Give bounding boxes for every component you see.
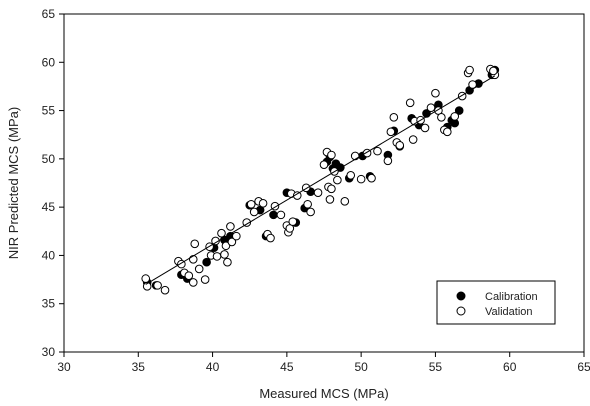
y-tick-label: 30: [42, 345, 56, 359]
x-tick-label: 55: [429, 360, 443, 374]
validation-point: [242, 218, 252, 227]
y-tick-label: 40: [42, 248, 56, 262]
legend-box: [436, 280, 556, 325]
legend-label-validation: Validation: [485, 306, 533, 318]
validation-point: [221, 241, 231, 251]
validation-point: [319, 160, 329, 169]
validation-point: [276, 210, 286, 220]
validation-point: [288, 217, 298, 226]
validation-point: [386, 127, 396, 137]
validation-point: [223, 257, 232, 267]
validation-point: [333, 175, 342, 185]
validation-point: [367, 173, 376, 183]
validation-point: [188, 278, 198, 287]
validation-point: [160, 285, 170, 295]
x-axis-ticks: 30 35 40 45 50 55 60 65: [57, 352, 590, 374]
validation-point: [200, 275, 210, 284]
data-markers: [141, 64, 500, 295]
validation-point: [220, 250, 229, 259]
validation-point: [249, 207, 259, 217]
x-axis-label: Measured MCS (MPa): [259, 386, 388, 401]
legend-marker-calibration: [456, 291, 466, 301]
validation-point: [325, 195, 335, 204]
validation-point: [350, 151, 360, 161]
x-tick-label: 65: [577, 360, 590, 374]
validation-point: [194, 264, 204, 274]
validation-point: [450, 112, 460, 121]
legend-label-calibration: Calibration: [485, 291, 538, 303]
validation-point: [340, 197, 350, 206]
validation-point: [232, 231, 241, 241]
validation-point: [303, 199, 312, 209]
y-tick-label: 65: [42, 7, 56, 21]
legend: Calibration Validation: [436, 280, 556, 325]
validation-point: [373, 146, 382, 156]
validation-point: [226, 222, 235, 231]
legend-marker-validation: [456, 306, 466, 316]
validation-point: [141, 274, 151, 283]
y-axis-label: NIR Predicted MCS (MPa): [6, 107, 21, 259]
validation-point: [306, 207, 315, 217]
y-axis-ticks: 30 35 40 45 50 55 60 65: [42, 7, 64, 359]
validation-point: [408, 135, 418, 144]
regression-line: [145, 75, 496, 285]
validation-point: [246, 199, 256, 209]
y-tick-label: 35: [42, 297, 56, 311]
x-tick-label: 45: [280, 360, 294, 374]
validation-point: [356, 174, 366, 184]
validation-point: [431, 88, 440, 98]
validation-point: [383, 156, 393, 166]
validation-point: [420, 123, 430, 133]
y-tick-label: 50: [42, 152, 56, 166]
validation-point: [395, 141, 405, 150]
validation-point: [227, 237, 237, 247]
validation-point: [437, 113, 446, 122]
validation-point: [389, 113, 399, 122]
x-tick-label: 30: [57, 360, 71, 374]
validation-point: [258, 198, 268, 208]
validation-point: [190, 239, 200, 249]
x-tick-label: 60: [503, 360, 517, 374]
x-tick-label: 50: [354, 360, 368, 374]
validation-point: [142, 282, 152, 291]
calibration-point: [269, 210, 278, 220]
validation-point: [468, 80, 477, 89]
validation-point: [489, 66, 498, 76]
x-tick-label: 40: [206, 360, 220, 374]
validation-point: [405, 98, 415, 108]
validation-point: [426, 103, 436, 112]
validation-point: [327, 150, 336, 160]
validation-point: [217, 228, 226, 238]
validation-point: [313, 188, 323, 197]
y-tick-label: 60: [42, 55, 56, 69]
validation-point: [153, 281, 162, 290]
calibration-point: [454, 106, 464, 115]
validation-point: [465, 65, 474, 75]
y-tick-label: 55: [42, 104, 56, 118]
validation-point: [188, 254, 198, 264]
validation-point: [346, 170, 356, 180]
calibration-point: [202, 257, 211, 267]
validation-point: [443, 127, 452, 137]
validation-point: [212, 252, 222, 261]
validation-point: [184, 271, 194, 281]
plot-area: [63, 13, 585, 353]
x-tick-label: 35: [132, 360, 146, 374]
y-tick-label: 45: [42, 200, 56, 214]
validation-point: [266, 233, 275, 243]
validation-point: [327, 184, 336, 194]
